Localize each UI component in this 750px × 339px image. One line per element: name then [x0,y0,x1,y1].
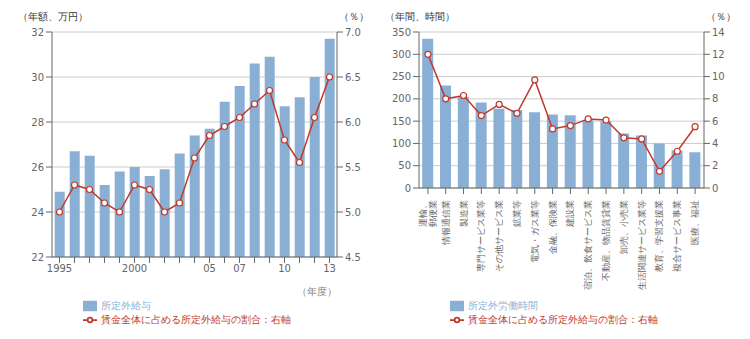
svg-text:電気・ガス業等: 電気・ガス業等 [530,200,540,263]
svg-text:0: 0 [405,183,411,194]
svg-text:6.0: 6.0 [345,117,361,128]
svg-text:宿泊、飲食サービス業: 宿泊、飲食サービス業 [583,200,593,290]
svg-text:150: 150 [392,116,411,127]
svg-text:200: 200 [392,93,411,104]
svg-text:100: 100 [392,138,411,149]
svg-text:生活関連サービス業等: 生活関連サービス業等 [637,200,647,290]
svg-text:製造業: 製造業 [459,200,469,227]
svg-text:4: 4 [712,138,718,149]
svg-text:（年度）: （年度） [297,286,337,297]
svg-text:2: 2 [712,160,718,171]
svg-text:26: 26 [31,162,44,173]
svg-text:2000: 2000 [122,263,147,274]
svg-text:6.5: 6.5 [345,72,361,83]
svg-text:5.5: 5.5 [345,162,361,173]
svg-text:運輸、郵便業: 運輸、郵便業 [418,200,438,227]
html-text:賃金全体に占める所定外給与の割合：右軸: 賃金全体に占める所定外給与の割合：右軸 [467,314,658,325]
svg-text:24: 24 [31,207,44,218]
html-text:（年間、時間）: （年間、時間） [385,11,455,22]
svg-text:複合サービス事業: 複合サービス事業 [672,200,682,272]
svg-text:50: 50 [398,160,411,171]
svg-text:10: 10 [278,263,291,274]
html-text:（年額、万円）: （年額、万円） [18,11,88,22]
svg-text:情報通信業: 情報通信業 [441,200,451,246]
svg-text:05: 05 [203,263,216,274]
svg-text:鉱業等: 鉱業等 [512,200,522,227]
svg-text:その他サービス業: その他サービス業 [494,200,504,272]
svg-text:350: 350 [392,27,411,38]
svg-text:30: 30 [31,72,44,83]
svg-text:22: 22 [31,252,44,263]
svg-text:専門サービス業等: 専門サービス業等 [476,200,486,272]
svg-text:金融、保険業: 金融、保険業 [548,200,558,254]
svg-text:0: 0 [712,183,718,194]
svg-text:10: 10 [712,71,725,82]
svg-text:8: 8 [712,93,718,104]
svg-text:卸売、小売業: 卸売、小売業 [619,200,629,254]
svg-text:教育、学習支援業: 教育、学習支援業 [654,200,664,272]
svg-text:医療、福祉: 医療、福祉 [690,200,700,245]
svg-text:13: 13 [323,263,336,274]
html-text:賃金全体に占める所定外給与の割合：右軸: 賃金全体に占める所定外給与の割合：右軸 [100,314,291,325]
html-text:所定外給与: 所定外給与 [100,300,151,311]
svg-text:不動産、物品賃貸業: 不動産、物品賃貸業 [601,200,611,281]
svg-text:14: 14 [712,27,725,38]
svg-text:300: 300 [392,49,411,60]
svg-text:6: 6 [712,116,718,127]
svg-text:07: 07 [233,263,246,274]
svg-text:建設業: 建設業 [565,200,575,228]
svg-text:5.0: 5.0 [345,207,361,218]
svg-text:250: 250 [392,71,411,82]
html-text:所定外労働時間: 所定外労働時間 [467,300,538,311]
svg-text:4.5: 4.5 [345,252,361,263]
svg-text:32: 32 [31,27,44,38]
svg-text:12: 12 [712,49,725,60]
svg-text:7.0: 7.0 [345,27,361,38]
svg-text:28: 28 [31,117,44,128]
svg-text:1995: 1995 [47,263,72,274]
